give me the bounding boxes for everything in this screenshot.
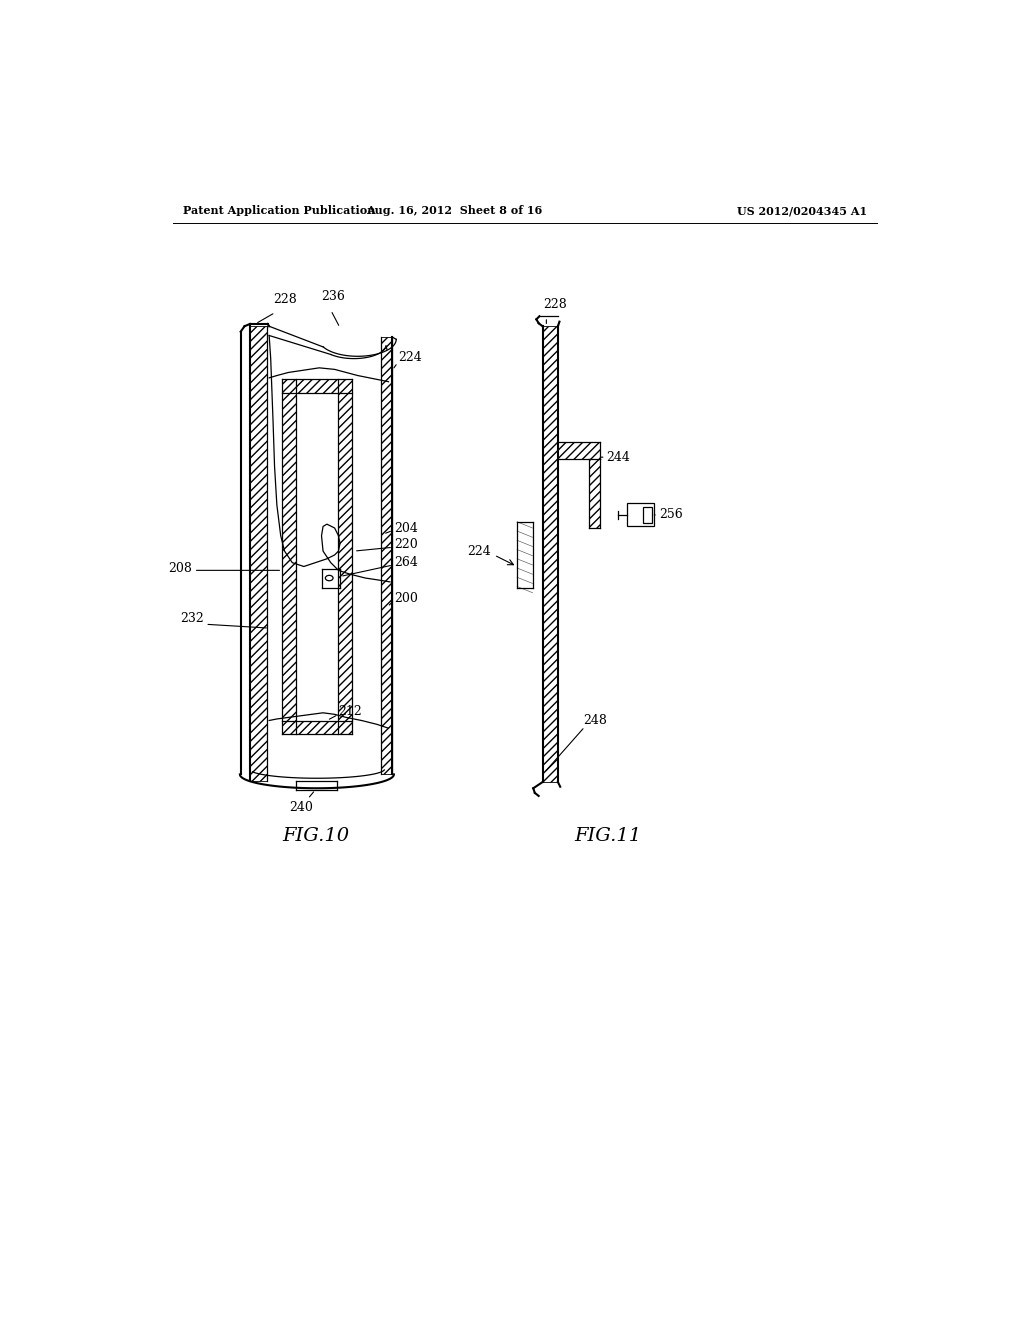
- Text: 224: 224: [398, 351, 422, 363]
- Text: FIG.10: FIG.10: [282, 828, 349, 845]
- Text: 248: 248: [584, 714, 607, 727]
- Text: FIG.11: FIG.11: [574, 828, 641, 845]
- Text: Aug. 16, 2012  Sheet 8 of 16: Aug. 16, 2012 Sheet 8 of 16: [366, 206, 542, 216]
- Bar: [558, 442, 600, 459]
- Text: 264: 264: [394, 556, 418, 569]
- Text: 228: 228: [273, 293, 297, 306]
- Text: 200: 200: [394, 593, 418, 606]
- Bar: [283, 379, 352, 393]
- Text: 240: 240: [290, 801, 313, 814]
- Text: 236: 236: [322, 290, 345, 304]
- Text: US 2012/0204345 A1: US 2012/0204345 A1: [736, 206, 866, 216]
- Text: 208: 208: [168, 561, 193, 574]
- Text: 256: 256: [658, 508, 683, 520]
- Text: 220: 220: [394, 539, 418, 552]
- Bar: [543, 326, 558, 781]
- Bar: [250, 326, 267, 780]
- Text: 244: 244: [606, 450, 631, 463]
- Bar: [628, 503, 654, 527]
- Text: 228: 228: [544, 298, 567, 312]
- Text: 232: 232: [180, 612, 204, 626]
- Bar: [283, 379, 296, 734]
- Bar: [589, 459, 600, 528]
- Bar: [283, 721, 352, 734]
- Bar: [381, 337, 392, 775]
- Bar: [339, 379, 352, 734]
- Text: 204: 204: [394, 521, 418, 535]
- Text: 224: 224: [467, 545, 490, 557]
- Bar: [643, 507, 652, 523]
- Text: Patent Application Publication: Patent Application Publication: [183, 206, 375, 216]
- Text: 212: 212: [339, 705, 362, 718]
